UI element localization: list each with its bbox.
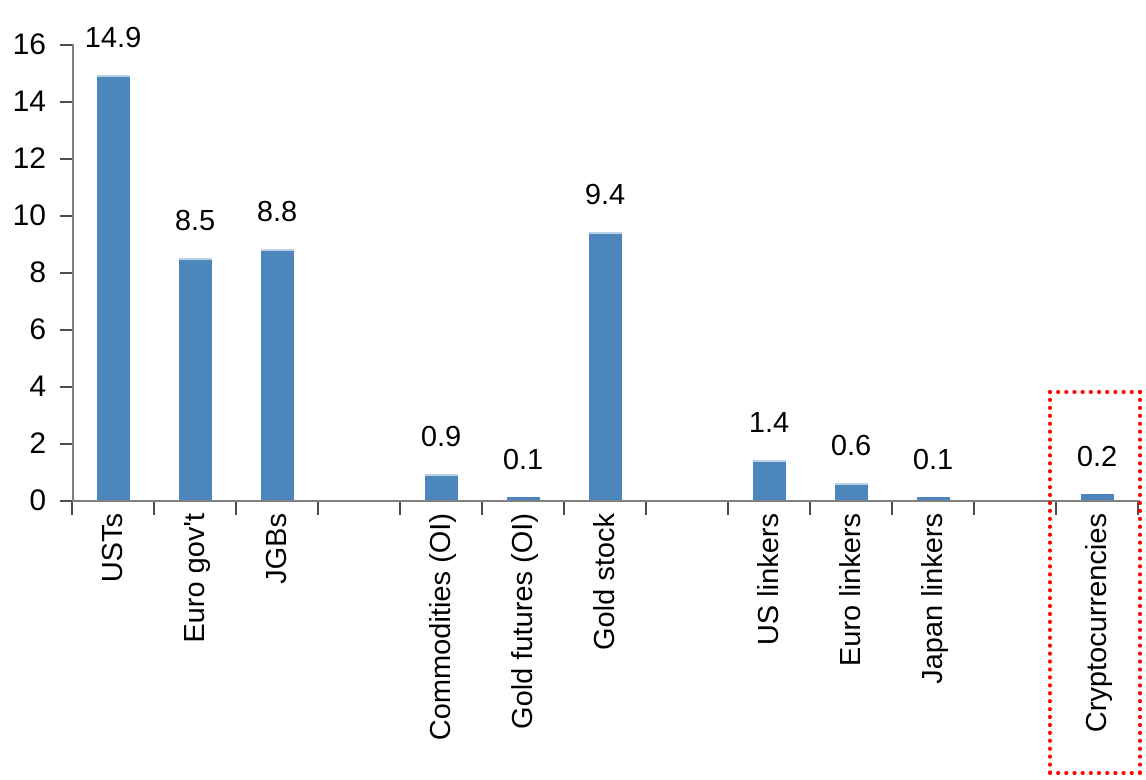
y-axis-tick-label: 16 bbox=[12, 28, 46, 61]
bar-gold-stock bbox=[588, 232, 622, 500]
x-axis-category-label: Euro linkers bbox=[834, 513, 867, 667]
y-axis-tick bbox=[60, 329, 72, 331]
bar-value-label: 8.5 bbox=[174, 204, 216, 237]
x-axis-tick bbox=[645, 502, 647, 515]
x-axis-tick bbox=[1055, 502, 1057, 515]
x-axis-category-label: Commodities (OI) bbox=[424, 513, 457, 741]
y-axis-tick-label: 2 bbox=[29, 427, 46, 460]
bar-us-linkers bbox=[752, 460, 786, 500]
bar-euro-gov-t bbox=[178, 257, 212, 500]
x-axis-category-label: Gold stock bbox=[588, 513, 621, 650]
bar-cryptocurrencies bbox=[1080, 494, 1114, 500]
bar-value-label: 9.4 bbox=[584, 179, 626, 212]
bar-value-label: 1.4 bbox=[748, 407, 790, 440]
bar-value-label: 14.9 bbox=[84, 22, 142, 55]
bar-value-label: 0.1 bbox=[502, 444, 544, 477]
x-axis-category-label: Euro gov't bbox=[178, 513, 211, 643]
x-axis-tick bbox=[399, 502, 401, 515]
y-axis-tick bbox=[60, 44, 72, 46]
y-axis-tick-label: 0 bbox=[29, 484, 46, 517]
x-axis-tick bbox=[481, 502, 483, 515]
bar-value-label: 0.1 bbox=[912, 444, 954, 477]
y-axis-tick-label: 4 bbox=[29, 370, 46, 403]
x-axis-category-label: Japan linkers bbox=[916, 513, 949, 684]
y-axis-tick-label: 12 bbox=[12, 142, 46, 175]
y-axis-tick bbox=[60, 215, 72, 217]
bar-value-label: 0.9 bbox=[420, 421, 462, 454]
bar-value-label: 8.8 bbox=[256, 196, 298, 229]
x-axis-category-label: US linkers bbox=[752, 513, 785, 646]
bar-value-label: 0.2 bbox=[1076, 441, 1118, 474]
bar-usts bbox=[96, 75, 130, 500]
x-axis-category-label: USTs bbox=[96, 513, 129, 583]
y-axis-tick bbox=[60, 272, 72, 274]
y-axis-tick-label: 6 bbox=[29, 313, 46, 346]
x-axis-tick bbox=[71, 502, 73, 515]
x-axis-tick bbox=[727, 502, 729, 515]
bar-commodities-oi- bbox=[424, 474, 458, 500]
y-axis-line bbox=[72, 44, 74, 502]
y-axis-tick-label: 8 bbox=[29, 256, 46, 289]
x-axis-tick bbox=[973, 502, 975, 515]
x-axis-category-label: Gold futures (OI) bbox=[506, 513, 539, 729]
y-axis-tick-label: 14 bbox=[12, 85, 46, 118]
bar-japan-linkers bbox=[916, 497, 950, 500]
bar-value-label: 0.6 bbox=[830, 429, 872, 462]
highlight-box bbox=[1048, 390, 1142, 775]
y-axis-tick bbox=[60, 443, 72, 445]
bar-jgbs bbox=[260, 249, 294, 500]
x-axis-tick bbox=[317, 502, 319, 515]
x-axis-line bbox=[72, 500, 1140, 502]
x-axis-tick bbox=[891, 502, 893, 515]
x-axis-tick bbox=[563, 502, 565, 515]
y-axis-tick bbox=[60, 158, 72, 160]
bar-euro-linkers bbox=[834, 482, 868, 500]
x-axis-tick bbox=[809, 502, 811, 515]
x-axis-tick bbox=[153, 502, 155, 515]
y-axis-tick bbox=[60, 500, 72, 502]
y-axis-tick-label: 10 bbox=[12, 199, 46, 232]
x-axis-category-label: JGBs bbox=[260, 513, 293, 584]
x-axis-tick bbox=[235, 502, 237, 515]
y-axis-tick bbox=[60, 101, 72, 103]
y-axis-tick bbox=[60, 386, 72, 388]
bar-gold-futures-oi- bbox=[506, 497, 540, 500]
